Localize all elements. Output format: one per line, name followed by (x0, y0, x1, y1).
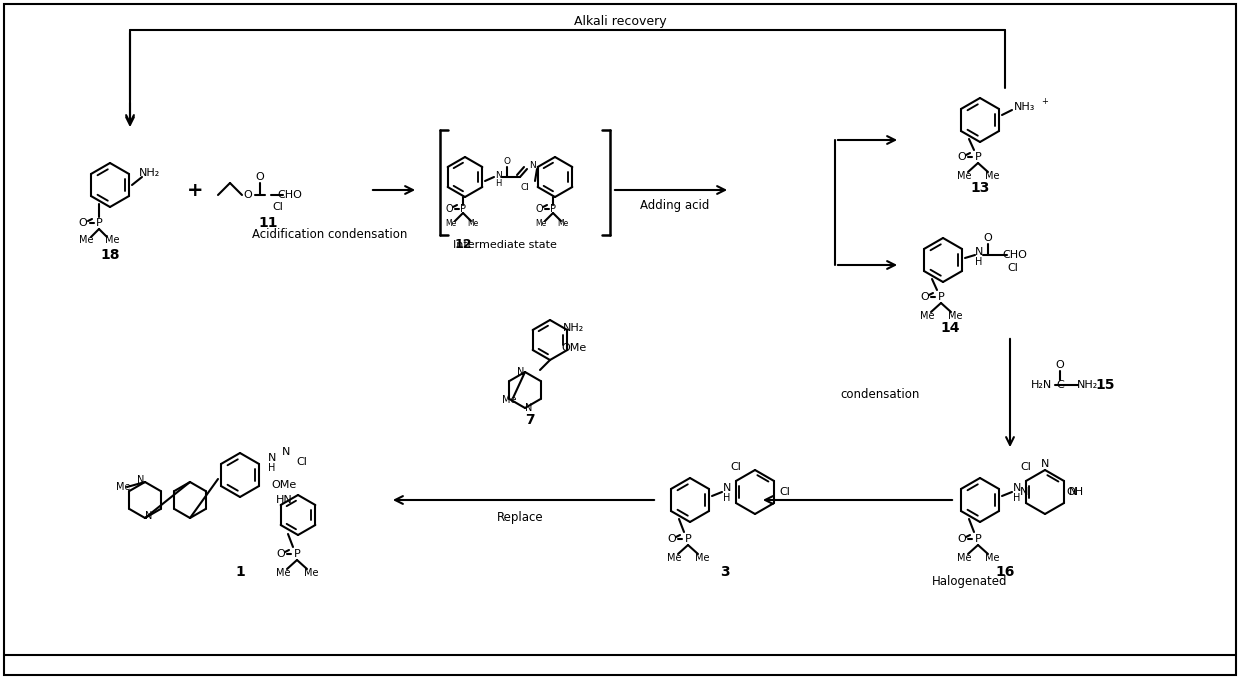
Text: 3: 3 (720, 565, 730, 579)
Text: Cl: Cl (273, 202, 284, 212)
Text: O: O (503, 156, 511, 166)
Text: 11: 11 (258, 216, 278, 230)
Text: Intermediate state: Intermediate state (453, 240, 557, 250)
Text: 15: 15 (1095, 378, 1115, 392)
Text: P: P (975, 534, 981, 544)
Text: Me: Me (445, 219, 456, 229)
Text: NH₃: NH₃ (1014, 102, 1035, 112)
Text: Me: Me (985, 171, 999, 181)
Text: Cl: Cl (1021, 462, 1032, 472)
Text: Me: Me (467, 219, 479, 229)
Text: OH: OH (1066, 487, 1084, 497)
Text: N: N (1040, 459, 1049, 469)
Text: Me: Me (557, 219, 569, 229)
Text: P: P (294, 549, 300, 559)
Text: NH₂: NH₂ (1076, 380, 1097, 390)
Text: Me: Me (536, 219, 547, 229)
Text: NH₂: NH₂ (139, 168, 161, 178)
Text: Replace: Replace (497, 511, 543, 524)
Text: O: O (1055, 360, 1064, 370)
Text: Cl: Cl (296, 457, 308, 467)
Text: O: O (277, 549, 285, 559)
Text: O: O (255, 172, 264, 182)
Text: Me: Me (304, 568, 319, 578)
Text: N: N (517, 367, 525, 377)
Text: Cl: Cl (730, 462, 742, 472)
Text: O: O (983, 233, 992, 243)
Text: +: + (1042, 98, 1049, 107)
Text: N: N (526, 403, 533, 413)
Text: 7: 7 (526, 413, 534, 427)
Text: H₂N: H₂N (1032, 380, 1053, 390)
Text: Halogenated: Halogenated (932, 576, 1008, 589)
Text: Me: Me (275, 568, 290, 578)
Text: Me: Me (694, 553, 709, 563)
Text: 16: 16 (996, 565, 1014, 579)
Text: O: O (667, 534, 676, 544)
Text: H: H (976, 257, 982, 267)
Text: 1: 1 (236, 565, 244, 579)
Text: H: H (1013, 493, 1021, 503)
Text: NH₂: NH₂ (563, 323, 584, 333)
Text: P: P (684, 534, 692, 544)
Text: N: N (495, 170, 501, 179)
Text: O: O (536, 204, 543, 214)
Text: 14: 14 (940, 321, 960, 335)
Text: 18: 18 (100, 248, 120, 262)
Text: O: O (243, 190, 253, 200)
Text: Me: Me (79, 235, 93, 245)
Text: N: N (975, 247, 983, 257)
Text: Cl: Cl (780, 487, 790, 497)
Text: Cl: Cl (1008, 263, 1018, 273)
Text: CHO: CHO (1003, 250, 1028, 260)
Text: HN: HN (275, 495, 293, 505)
Text: H: H (268, 463, 275, 473)
Text: H: H (723, 493, 730, 503)
Text: O: O (78, 218, 87, 228)
Text: O: O (957, 152, 966, 162)
Text: N: N (145, 511, 153, 521)
Text: P: P (975, 152, 981, 162)
Text: condensation: condensation (841, 388, 920, 401)
Text: OMe: OMe (562, 343, 587, 353)
Text: Me: Me (920, 311, 934, 321)
Text: Me: Me (957, 171, 971, 181)
Text: N: N (1019, 487, 1028, 497)
Text: Me: Me (115, 482, 130, 492)
Text: Adding acid: Adding acid (640, 198, 709, 211)
Text: N: N (1013, 483, 1022, 493)
Text: C: C (1056, 380, 1064, 390)
Text: N: N (723, 483, 732, 493)
Text: N: N (138, 475, 145, 485)
Text: N: N (1069, 487, 1078, 497)
Text: O: O (920, 292, 929, 302)
Text: OMe: OMe (272, 480, 296, 490)
Text: N: N (268, 453, 277, 463)
Text: Me: Me (502, 395, 516, 405)
Text: 12: 12 (454, 238, 471, 251)
Text: P: P (95, 218, 103, 228)
Text: 13: 13 (971, 181, 990, 195)
Text: P: P (937, 292, 945, 302)
Text: Cl: Cl (521, 183, 529, 191)
Text: H: H (495, 179, 501, 187)
Text: Me: Me (104, 235, 119, 245)
Text: Me: Me (947, 311, 962, 321)
Text: +: + (187, 181, 203, 200)
Text: CHO: CHO (278, 190, 303, 200)
Text: Alkali recovery: Alkali recovery (574, 16, 666, 29)
Text: Me: Me (985, 553, 999, 563)
Text: P: P (460, 204, 466, 214)
Text: Me: Me (667, 553, 681, 563)
Text: Acidification condensation: Acidification condensation (252, 229, 408, 242)
Text: N: N (529, 160, 537, 170)
Text: N: N (281, 447, 290, 457)
Text: Me: Me (957, 553, 971, 563)
Text: O: O (445, 204, 453, 214)
Text: O: O (957, 534, 966, 544)
Text: P: P (551, 204, 556, 214)
